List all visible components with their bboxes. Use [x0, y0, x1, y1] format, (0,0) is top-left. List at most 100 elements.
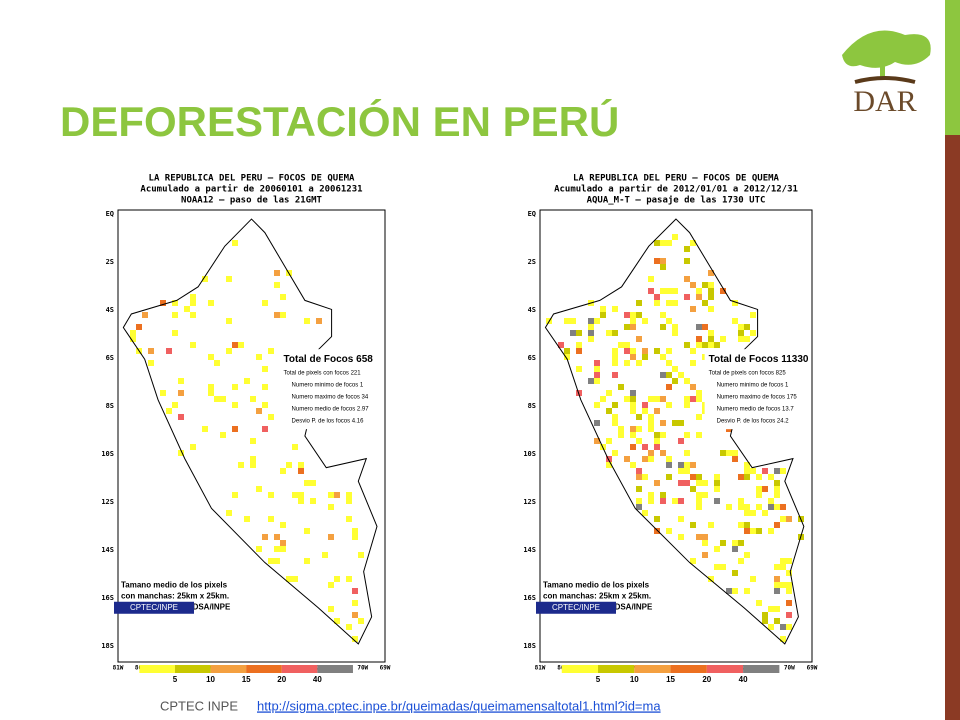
fire-pixel — [780, 516, 786, 522]
stats-box — [704, 349, 808, 430]
fire-pixel — [238, 342, 244, 348]
fire-pixel — [642, 474, 648, 480]
fire-pixel — [636, 486, 642, 492]
fire-pixel — [612, 414, 618, 420]
fire-pixel — [244, 516, 250, 522]
fire-pixel — [684, 402, 690, 408]
source-link[interactable]: http://sigma.cptec.inpe.br/queimadas/que… — [257, 698, 661, 713]
fire-pixel — [684, 480, 690, 486]
fire-pixel — [630, 402, 636, 408]
legend-swatch — [210, 665, 247, 673]
fire-pixel — [744, 462, 750, 468]
fire-pixel — [708, 294, 714, 300]
legend-label: 20 — [277, 675, 286, 684]
stats-line: Numero minimo de focos 1 — [717, 383, 789, 389]
fire-pixel — [624, 312, 630, 318]
fire-pixel — [346, 492, 352, 498]
logo-animal — [854, 76, 916, 84]
fire-pixel — [666, 288, 672, 294]
fire-pixel — [606, 438, 612, 444]
fire-pixel — [642, 510, 648, 516]
fire-pixel — [732, 300, 738, 306]
fire-pixel — [768, 624, 774, 630]
fire-pixel — [208, 390, 214, 396]
fire-pixel — [190, 300, 196, 306]
fire-pixel — [564, 318, 570, 324]
fire-pixel — [606, 390, 612, 396]
legend-label: 15 — [242, 675, 251, 684]
fire-pixel — [774, 564, 780, 570]
legend-label: 15 — [666, 675, 675, 684]
fire-pixel — [352, 600, 358, 606]
fire-pixel — [274, 282, 280, 288]
fire-pixel — [642, 444, 648, 450]
fire-pixel — [768, 474, 774, 480]
fire-pixel — [648, 420, 654, 426]
fire-pixel — [648, 426, 654, 432]
fire-pixel — [744, 528, 750, 534]
fire-pixel — [292, 576, 298, 582]
fire-pixel — [268, 558, 274, 564]
fire-pixel — [166, 348, 172, 354]
logo: DAR — [842, 30, 931, 118]
fire-pixel — [606, 462, 612, 468]
fire-pixel — [696, 336, 702, 342]
fire-pixel — [702, 282, 708, 288]
fire-pixel — [612, 420, 618, 426]
fire-pixel — [750, 528, 756, 534]
fire-pixel — [346, 498, 352, 504]
lat-label: 8S — [106, 402, 114, 410]
fire-pixel — [654, 396, 660, 402]
lat-label: 16S — [101, 594, 114, 602]
map-note: Tamano medio de los pixels — [121, 580, 228, 589]
fire-pixel — [334, 492, 340, 498]
fire-pixel — [774, 480, 780, 486]
fire-pixel — [720, 288, 726, 294]
fire-pixel — [172, 300, 178, 306]
fire-pixel — [576, 366, 582, 372]
fire-pixel — [274, 534, 280, 540]
fire-pixel — [358, 618, 364, 624]
fire-pixel — [576, 330, 582, 336]
map-title-line: NOAA12 – paso de las 21GMT — [181, 196, 322, 206]
fire-pixel — [232, 240, 238, 246]
lat-label: 10S — [101, 450, 114, 458]
fire-pixel — [774, 504, 780, 510]
legend-label: 40 — [313, 675, 322, 684]
fire-pixel — [648, 288, 654, 294]
fire-pixel — [600, 306, 606, 312]
fire-pixel — [786, 624, 792, 630]
fire-pixel — [672, 420, 678, 426]
fire-pixel — [696, 414, 702, 420]
fire-pixel — [660, 420, 666, 426]
stats-line: Total de pixels con focos 825 — [709, 371, 787, 377]
fire-pixel — [558, 342, 564, 348]
fire-pixel — [564, 354, 570, 360]
fire-pixel — [160, 300, 166, 306]
fire-pixel — [756, 486, 762, 492]
legend-swatch — [139, 665, 175, 673]
fire-pixel — [642, 354, 648, 360]
fire-pixel — [642, 402, 648, 408]
fire-pixel — [648, 492, 654, 498]
fire-pixel — [696, 294, 702, 300]
badge-bg — [114, 601, 194, 614]
fire-pixel — [618, 342, 624, 348]
slide-title: DEFORESTACIÓN EN PERÚ — [60, 97, 619, 145]
fire-pixel — [666, 240, 672, 246]
fire-pixel — [702, 480, 708, 486]
fire-pixel — [280, 540, 286, 546]
fire-pixel — [738, 498, 744, 504]
fire-pixel — [672, 330, 678, 336]
fire-pixel — [738, 558, 744, 564]
map-title-line: LA REPUBLICA DEL PERU – FOCOS DE QUEMA — [149, 174, 355, 184]
fire-pixel — [702, 342, 708, 348]
stats-title: Total de Focos 11330 — [709, 354, 809, 365]
fire-pixel — [708, 522, 714, 528]
fire-pixel — [750, 468, 756, 474]
fire-pixel — [666, 474, 672, 480]
legend-label: 40 — [739, 675, 748, 684]
fire-pixel — [684, 462, 690, 468]
fire-pixel — [708, 330, 714, 336]
